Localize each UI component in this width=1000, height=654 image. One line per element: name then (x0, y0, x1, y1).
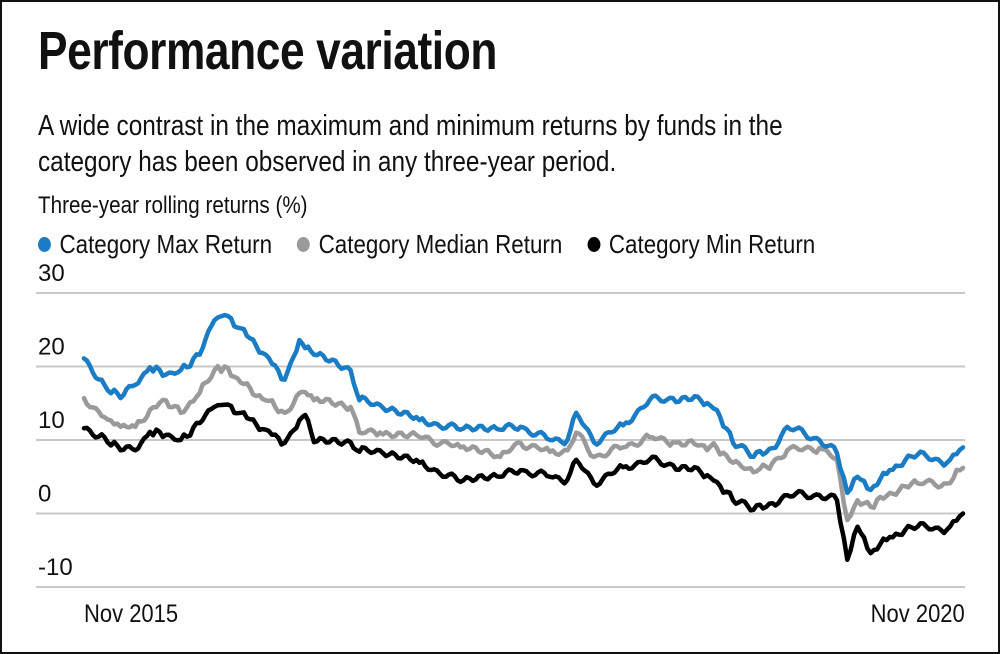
x-tick-label: Nov 2020 (871, 600, 965, 628)
legend-item-median: Category Median Return (297, 229, 562, 260)
x-tick-label: Nov 2015 (84, 600, 178, 628)
y-tick-label: 20 (38, 334, 65, 361)
legend-item-min: Category Min Return (587, 229, 815, 260)
subtitle-line-2: category has been observed in any three-… (38, 146, 617, 178)
series-line-category-median-return (81, 363, 966, 523)
legend-dot-median (297, 237, 311, 252)
y-axis-label: Three-year rolling returns (%) (38, 192, 308, 219)
y-tick-label: -10 (38, 554, 73, 581)
y-tick-label: 0 (38, 481, 51, 508)
legend-dot-min (587, 237, 601, 252)
chart-title: Performance variation (38, 21, 497, 81)
y-tick-label: 10 (38, 407, 65, 434)
series-line-category-min-return (81, 402, 966, 563)
series-line-category-max-return (81, 312, 966, 496)
legend-label-min: Category Min Return (608, 229, 816, 259)
legend: Category Max Return Category Median Retu… (38, 228, 834, 260)
legend-label-max: Category Max Return (59, 229, 273, 259)
legend-label-median: Category Median Return (318, 229, 563, 259)
legend-item-max: Category Max Return (38, 229, 272, 260)
y-tick-label: 30 (38, 260, 65, 287)
legend-dot-max (38, 237, 51, 252)
subtitle-line-1: A wide contrast in the maximum and minim… (38, 110, 783, 142)
